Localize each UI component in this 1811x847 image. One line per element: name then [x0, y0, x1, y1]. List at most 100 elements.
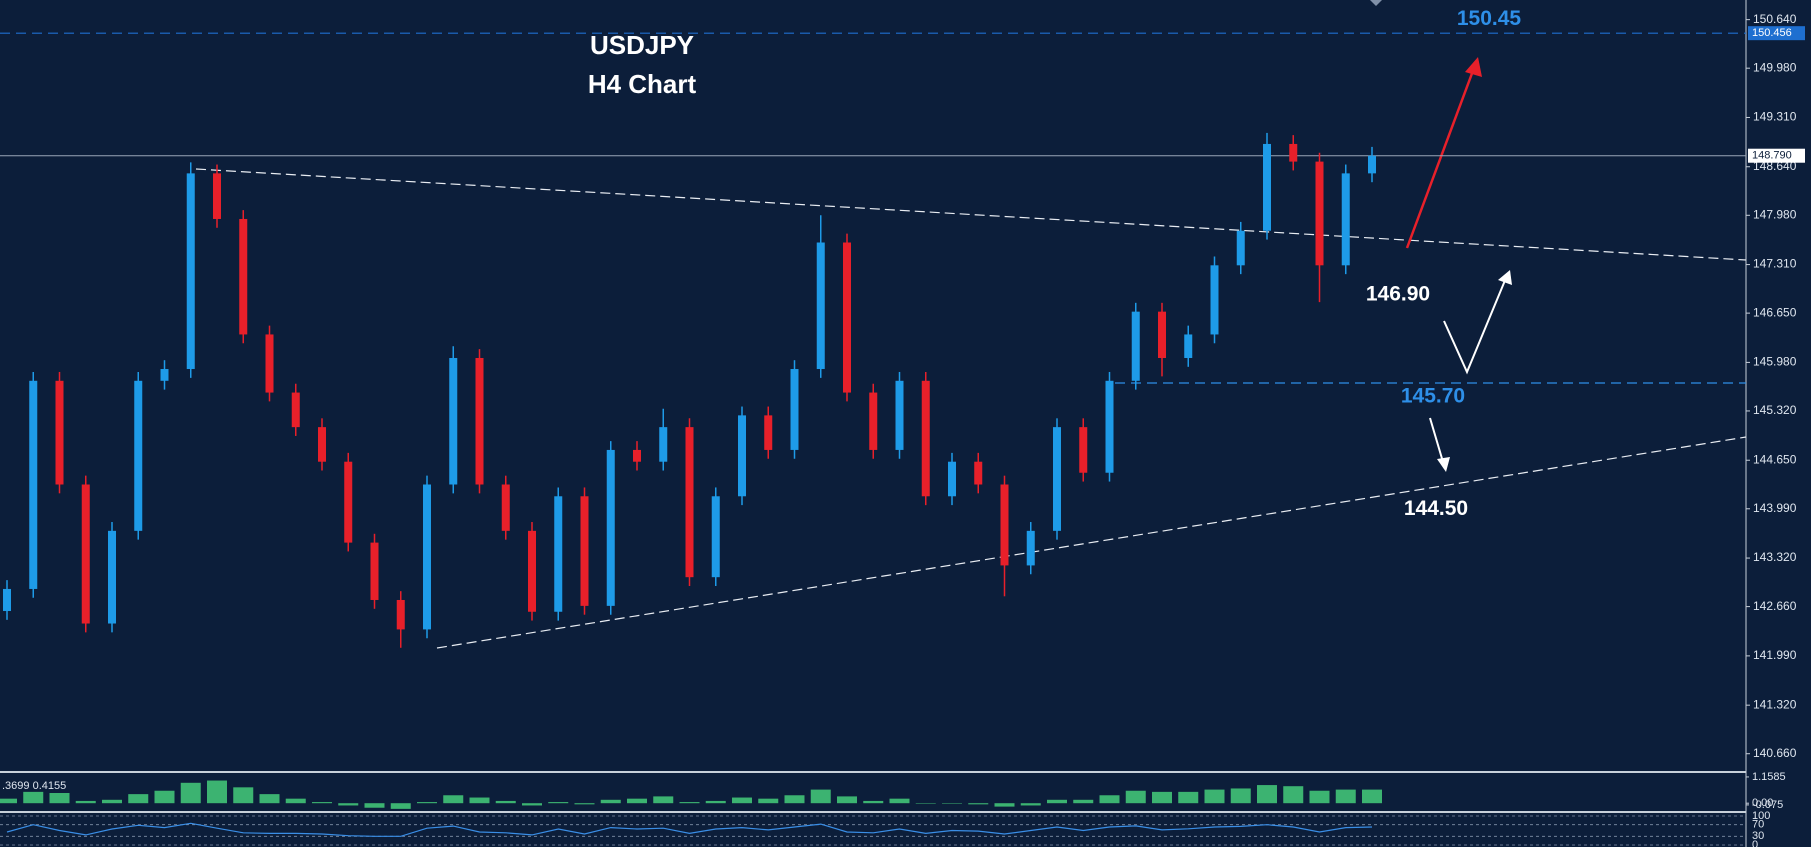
candle-body — [1053, 427, 1061, 531]
y-tick-label: 146.650 — [1753, 305, 1797, 319]
macd-bar — [1178, 791, 1199, 804]
macd-bar — [1152, 791, 1172, 804]
candle-body — [1341, 173, 1350, 266]
y-tick-label: 141.320 — [1753, 697, 1797, 711]
rsi-tick-label: 100 — [1752, 810, 1770, 822]
resistance-trendline — [195, 168, 1747, 261]
candle-body — [764, 415, 773, 450]
down-arrow — [1429, 417, 1450, 472]
candle-body — [3, 588, 11, 612]
rsi-tick-label: 70 — [1752, 819, 1764, 831]
macd-bar — [312, 802, 332, 804]
candle-body — [475, 357, 484, 485]
candle-body — [1026, 530, 1035, 566]
macd-bar — [207, 780, 227, 804]
y-tick-label: 145.980 — [1753, 355, 1797, 369]
y-tick-label: 149.310 — [1753, 110, 1797, 124]
macd-bar — [364, 803, 385, 808]
candle-body — [1079, 427, 1088, 473]
candle-body — [1210, 265, 1219, 335]
candle-body — [1158, 311, 1166, 358]
macd-bar — [915, 803, 936, 804]
candle-body — [711, 496, 720, 578]
candle-body — [291, 392, 300, 428]
level-annotation: 145.70 — [1401, 385, 1465, 408]
candle-body — [554, 496, 563, 612]
macd-bar — [49, 793, 70, 804]
candle-body — [843, 242, 851, 393]
price-tag-label: 148.790 — [1752, 150, 1792, 162]
macd-bar — [1204, 789, 1225, 804]
candle-body — [213, 173, 221, 219]
candle-body — [1105, 380, 1114, 473]
rsi-tick-label: 0 — [1752, 839, 1758, 847]
macd-bar — [810, 789, 831, 804]
support-trendline — [436, 436, 1747, 649]
macd-label: .3699 0.4155 — [2, 780, 66, 792]
macd-bar — [732, 797, 752, 804]
candle-body — [685, 427, 694, 578]
macd-bar — [23, 791, 44, 804]
candle-body — [370, 542, 379, 600]
macd-bar — [653, 796, 674, 804]
macd-bar — [1362, 789, 1382, 804]
candle-body — [1368, 155, 1376, 174]
price-tag — [1748, 148, 1805, 163]
y-tick-label: 144.650 — [1753, 452, 1797, 466]
candle-body — [186, 173, 195, 370]
chart-title: USDJPY — [590, 30, 694, 60]
candle-body — [974, 461, 983, 485]
candle-body — [160, 369, 169, 381]
candle-body — [580, 496, 589, 606]
rsi-tick-label: 30 — [1752, 830, 1764, 842]
level-annotation: 150.45 — [1457, 7, 1522, 30]
candle-body — [948, 461, 956, 497]
pullback-arrow — [1443, 270, 1512, 375]
macd-bar — [705, 800, 726, 804]
candle-body — [239, 218, 248, 335]
macd-bar — [1335, 789, 1356, 804]
candle-body — [344, 461, 353, 543]
candle-body — [81, 484, 90, 624]
candle-body — [606, 449, 615, 606]
macd-bar — [1283, 786, 1304, 804]
macd-bar — [1257, 785, 1277, 804]
candle-body — [318, 427, 326, 462]
macd-bar — [128, 794, 149, 804]
macd-bar — [758, 798, 779, 804]
macd-bar — [574, 803, 595, 805]
y-tick-label: 145.320 — [1753, 403, 1797, 417]
macd-bar — [443, 795, 464, 804]
macd-bar — [1230, 788, 1251, 804]
macd-bar — [233, 787, 254, 804]
candle-body — [659, 427, 668, 462]
y-tick-label: 142.660 — [1753, 599, 1797, 613]
y-tick-label: 150.640 — [1753, 12, 1797, 26]
price-tag-label: 150.456 — [1752, 27, 1792, 39]
chart-subtitle: H4 Chart — [588, 69, 697, 99]
candle-body — [790, 369, 799, 450]
macd-bar — [1073, 799, 1094, 804]
macd-bar — [522, 803, 542, 806]
y-tick-label: 140.660 — [1753, 746, 1797, 760]
macd-bar — [102, 799, 122, 804]
macd-bar — [863, 800, 884, 804]
y-tick-label: 147.310 — [1753, 257, 1797, 271]
macd-bar — [259, 794, 280, 804]
candle-body — [869, 392, 878, 450]
macd-tick-label: -0.075 — [1752, 799, 1783, 811]
macd-bar — [417, 802, 437, 804]
macd-bar — [75, 800, 96, 804]
candle-body — [55, 380, 64, 485]
y-tick-label: 147.980 — [1753, 207, 1797, 221]
rsi-line — [6, 822, 1373, 837]
candle-body — [528, 530, 536, 612]
candle-body — [1184, 334, 1193, 358]
price-tag — [1748, 26, 1805, 41]
macd-tick-label: 1.1585 — [1752, 771, 1786, 783]
y-tick-label: 143.320 — [1753, 550, 1797, 564]
macd-bar — [889, 798, 910, 804]
bull-arrow — [1405, 57, 1482, 249]
